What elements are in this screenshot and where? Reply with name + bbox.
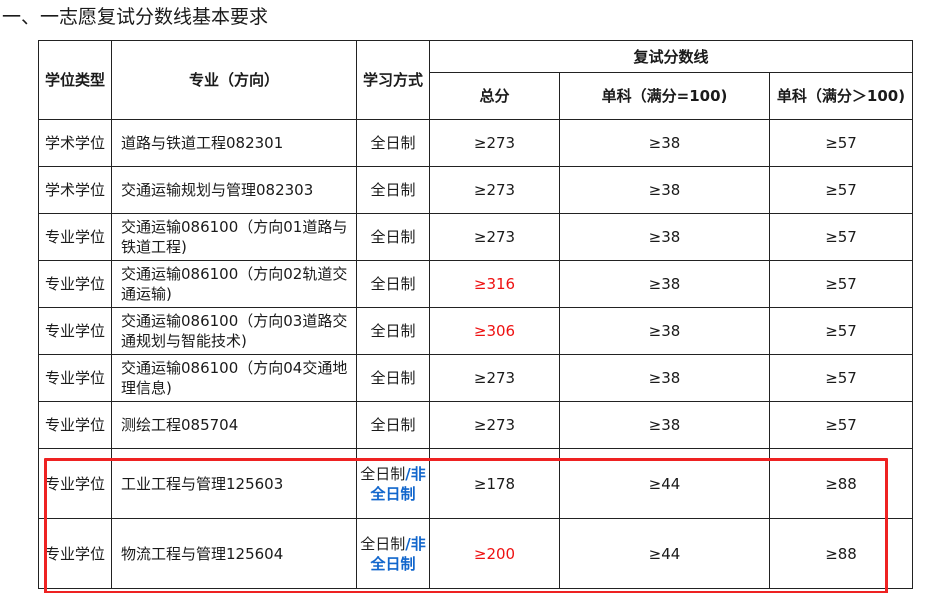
single-100-cell: ≥44 [559, 448, 770, 519]
single-100-cell: ≥44 [559, 518, 770, 589]
page-title: 一、一志愿复试分数线基本要求 [2, 6, 269, 28]
mode-cell: 全日制 [356, 401, 430, 449]
header-degree-type: 学位类型 [38, 40, 112, 120]
mode-cell: 全日制 [356, 213, 430, 261]
mode-cell: 全日制 [356, 119, 430, 167]
mode-parttime-label: /非全日制 [370, 534, 426, 573]
total-cell: ≥273 [429, 119, 560, 167]
degree-cell: 专业学位 [38, 307, 112, 355]
major-cell: 交通运输086100（方向01道路与铁道工程) [111, 213, 357, 261]
header-major: 专业（方向） [111, 40, 357, 120]
score-table: 学位类型 专业（方向） 学习方式 复试分数线 总分 单科（满分=100) 单科（… [38, 40, 914, 589]
table-row: 专业学位 工业工程与管理125603 全日制/非全日制 ≥178 ≥44 ≥88 [38, 448, 914, 519]
major-cell: 工业工程与管理125603 [111, 448, 357, 519]
degree-cell: 专业学位 [38, 518, 112, 589]
table-row: 专业学位 交通运输086100（方向02轨道交通运输) 全日制 ≥316 ≥38… [38, 260, 914, 308]
header-row-top: 学位类型 专业（方向） 学习方式 复试分数线 [38, 40, 914, 120]
mode-cell: 全日制 [356, 260, 430, 308]
table-row: 专业学位 物流工程与管理125604 全日制/非全日制 ≥200 ≥44 ≥88 [38, 518, 914, 589]
mode-cell: 全日制 [356, 307, 430, 355]
table-row: 专业学位 测绘工程085704 全日制 ≥273 ≥38 ≥57 [38, 401, 914, 449]
single-100-cell: ≥38 [559, 401, 770, 449]
total-cell: ≥273 [429, 401, 560, 449]
single-gt100-cell: ≥57 [768, 213, 914, 261]
single-gt100-cell: ≥57 [768, 260, 914, 308]
single-gt100-cell: ≥57 [768, 119, 914, 167]
mode-cell: 全日制 [356, 354, 430, 402]
single-gt100-cell: ≥57 [768, 166, 914, 214]
single-100-cell: ≥38 [559, 166, 770, 214]
single-100-cell: ≥38 [559, 119, 770, 167]
mode-cell: 全日制/非全日制 [356, 518, 430, 589]
table-row: 专业学位 交通运输086100（方向03道路交通规划与智能技术) 全日制 ≥30… [38, 307, 914, 355]
header-single-100: 单科（满分=100) [559, 72, 770, 120]
degree-cell: 学术学位 [38, 166, 112, 214]
major-cell: 交通运输086100（方向03道路交通规划与智能技术) [111, 307, 357, 355]
single-gt100-cell: ≥57 [768, 307, 914, 355]
total-cell: ≥273 [429, 213, 560, 261]
major-cell: 交通运输086100（方向04交通地理信息) [111, 354, 357, 402]
header-single-gt100: 单科（满分＞100) [768, 72, 914, 120]
total-cell: ≥273 [429, 166, 560, 214]
major-cell: 交通运输086100（方向02轨道交通运输) [111, 260, 357, 308]
mode-cell: 全日制/非全日制 [356, 448, 430, 519]
single-100-cell: ≥38 [559, 307, 770, 355]
table-row: 专业学位 交通运输086100（方向01道路与铁道工程) 全日制 ≥273 ≥3… [38, 213, 914, 261]
header-total: 总分 [429, 72, 560, 120]
degree-cell: 专业学位 [38, 401, 112, 449]
total-cell-highlighted: ≥306 [429, 307, 560, 355]
single-100-cell: ≥38 [559, 213, 770, 261]
total-cell-highlighted: ≥200 [429, 518, 560, 589]
total-cell: ≥178 [429, 448, 560, 519]
degree-cell: 专业学位 [38, 448, 112, 519]
degree-cell: 专业学位 [38, 354, 112, 402]
single-100-cell: ≥38 [559, 354, 770, 402]
table-row: 学术学位 交通运输规划与管理082303 全日制 ≥273 ≥38 ≥57 [38, 166, 914, 214]
degree-cell: 专业学位 [38, 213, 112, 261]
single-gt100-cell: ≥88 [768, 518, 914, 589]
mode-fulltime-label: 全日制 [360, 464, 406, 483]
total-cell-highlighted: ≥316 [429, 260, 560, 308]
mode-fulltime-label: 全日制 [360, 534, 406, 553]
header-row-bottom: 总分 单科（满分=100) 单科（满分＞100) [39, 72, 914, 120]
header-study-mode: 学习方式 [356, 40, 430, 120]
total-cell: ≥273 [429, 354, 560, 402]
mode-parttime-label: /非全日制 [370, 464, 426, 503]
table-row: 学术学位 道路与铁道工程082301 全日制 ≥273 ≥38 ≥57 [38, 119, 914, 167]
single-100-cell: ≥38 [559, 260, 770, 308]
major-cell: 物流工程与管理125604 [111, 518, 357, 589]
major-cell: 道路与铁道工程082301 [111, 119, 357, 167]
table-row: 专业学位 交通运输086100（方向04交通地理信息) 全日制 ≥273 ≥38… [38, 354, 914, 402]
header-score-group: 复试分数线 [428, 40, 914, 73]
major-cell: 交通运输规划与管理082303 [111, 166, 357, 214]
major-cell: 测绘工程085704 [111, 401, 357, 449]
mode-cell: 全日制 [356, 166, 430, 214]
single-gt100-cell: ≥88 [768, 448, 914, 519]
single-gt100-cell: ≥57 [768, 401, 914, 449]
degree-cell: 学术学位 [38, 119, 112, 167]
degree-cell: 专业学位 [38, 260, 112, 308]
single-gt100-cell: ≥57 [768, 354, 914, 402]
